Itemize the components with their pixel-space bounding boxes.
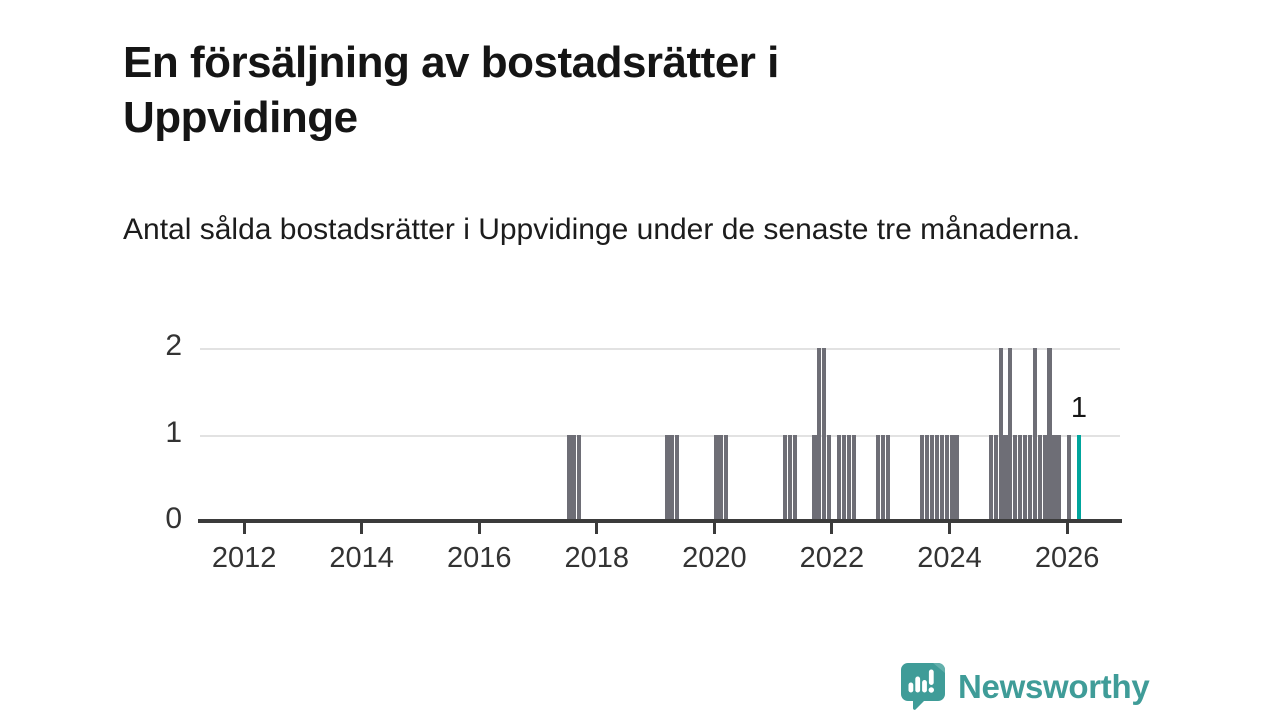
bar [851, 434, 856, 521]
bar [670, 434, 675, 521]
bar [929, 434, 935, 521]
bar [1032, 348, 1037, 521]
bar [954, 434, 959, 521]
bar [1023, 434, 1028, 521]
bar [1057, 434, 1062, 521]
bar [939, 434, 944, 521]
x-axis-tick-2026 [1065, 523, 1069, 534]
bar [1018, 434, 1023, 521]
bar [1008, 348, 1013, 521]
y-axis-label-0: 0 [165, 502, 182, 535]
x-axis-label-2022: 2022 [799, 542, 865, 574]
y-axis-label-2: 2 [165, 329, 182, 362]
bar [934, 434, 939, 521]
bar [993, 434, 998, 521]
gridline-y-1 [200, 434, 1120, 437]
bar [665, 434, 670, 521]
page-title: En försäljning av bostadsrätter i Uppvid… [123, 38, 779, 143]
newsworthy-logo: Newsworthy [899, 661, 1150, 716]
bar [817, 348, 822, 521]
y-axis-label-1: 1 [165, 415, 182, 449]
bar [675, 434, 680, 521]
bar [1047, 348, 1052, 521]
x-axis-label-2016: 2016 [446, 542, 512, 574]
bar [577, 434, 582, 521]
newsworthy-speech-bubble-chart-icon [899, 661, 947, 716]
bar [572, 434, 577, 521]
bar [1003, 434, 1008, 521]
bar [792, 434, 797, 521]
newsworthy-logo-text: Newsworthy [958, 668, 1150, 705]
bar [1013, 434, 1018, 521]
bar [925, 434, 930, 521]
bar [846, 434, 851, 521]
x-axis-tick-2016 [477, 523, 481, 534]
bar [1042, 434, 1047, 521]
bar [787, 434, 793, 521]
bar [998, 348, 1003, 521]
bar [567, 434, 572, 521]
x-axis-label-2026: 2026 [1034, 542, 1100, 574]
bar [841, 434, 846, 521]
bar-highlighted [1076, 434, 1082, 521]
latest-value-annotation: 1 [1070, 392, 1088, 424]
x-axis-label-2012: 2012 [211, 542, 277, 574]
bar [1052, 434, 1057, 521]
x-axis-label-2018: 2018 [564, 542, 630, 574]
bar [949, 434, 954, 521]
bar [714, 434, 719, 521]
x-axis-label-2020: 2020 [682, 542, 747, 574]
x-axis-tick-2018 [595, 523, 599, 534]
bar [836, 434, 842, 521]
x-axis-label-2024: 2024 [917, 542, 982, 574]
bar [944, 434, 949, 521]
bar [920, 434, 925, 521]
bar [1067, 434, 1072, 521]
bar [724, 434, 729, 521]
bar [782, 434, 788, 521]
bar [880, 434, 886, 521]
bar [1037, 434, 1042, 521]
x-axis-tick-2012 [242, 523, 246, 534]
bar [719, 434, 724, 521]
x-axis-tick-2014 [360, 523, 364, 534]
bar [812, 434, 817, 521]
bar [822, 348, 827, 521]
bar [876, 434, 881, 521]
bar [827, 434, 832, 521]
bar [988, 434, 993, 521]
x-axis-label-2014: 2014 [329, 542, 394, 574]
gridline-y-2 [200, 348, 1120, 350]
x-axis-tick-2022 [830, 523, 834, 534]
bar [1027, 434, 1033, 521]
x-axis-line [198, 519, 1122, 523]
x-axis-tick-2020 [712, 523, 716, 534]
bar-chart-plot-area [200, 348, 1120, 521]
page-subtitle: Antal sålda bostadsrätter i Uppvidinge u… [123, 213, 1081, 246]
bar [885, 434, 891, 521]
x-axis-tick-2024 [948, 523, 952, 534]
